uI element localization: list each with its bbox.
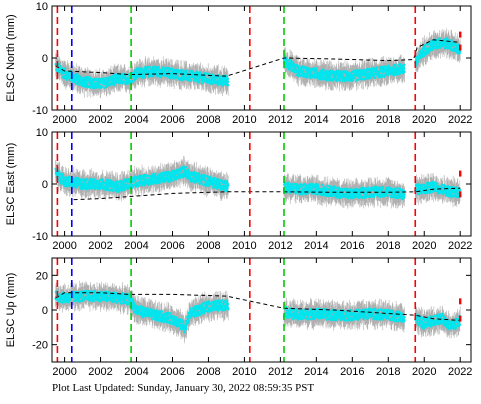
data-points [54,62,230,90]
x-tick-label: 2022 [448,240,472,252]
x-tick-label: 2022 [448,114,472,126]
x-tick-label: 2006 [160,366,184,378]
x-tick-label: 2016 [340,114,364,126]
data-segment [282,297,406,333]
plot-area [54,28,462,98]
plot-area [54,156,462,209]
x-tick-label: 2020 [412,114,436,126]
y-tick-label: 0 [42,53,48,65]
x-tick-label: 2004 [124,366,148,378]
x-tick-label: 2012 [268,366,292,378]
x-tick-label: 2010 [232,114,256,126]
x-tick-label: 2016 [340,240,364,252]
axes-frame [51,257,472,363]
x-tick-label: 2020 [412,366,436,378]
x-tick-label: 2018 [376,240,400,252]
x-tick-label: 2000 [52,114,76,126]
data-segment [54,280,230,344]
x-tick-label: 2008 [196,240,220,252]
data-points [54,165,230,193]
y-tick-label: 20 [36,270,48,282]
y-tick-label: 0 [42,305,48,317]
x-tick-label: 2006 [160,114,184,126]
x-tick-label: 2004 [124,240,148,252]
axes-frame [51,5,472,111]
x-tick-label: 2018 [376,114,400,126]
y-tick-label: 10 [36,127,48,139]
x-tick-label: 2012 [268,114,292,126]
y-tick-label: 0 [42,179,48,191]
y-tick-label: -10 [32,231,48,243]
outlier-point [459,44,462,51]
x-tick-label: 2004 [124,114,148,126]
x-tick-label: 2022 [448,366,472,378]
x-tick-label: 2008 [196,114,220,126]
x-tick-label: 2020 [412,240,436,252]
model-fit-line [55,39,461,77]
y-tick-label: -20 [32,340,48,352]
y-tick-label: -10 [32,105,48,117]
data-segment [54,156,230,202]
data-segment [282,47,406,92]
data-points [54,289,230,334]
x-tick-label: 2002 [88,114,112,126]
data-segment [414,173,462,208]
panel-1: 2000 2002 2004 2006 2008 2010 2012 2014 2016 2018… [5,1,472,126]
x-tick-label: 2008 [196,366,220,378]
data-segment [282,172,406,209]
x-tick-label: 2014 [304,240,328,252]
x-tick-label: 2002 [88,366,112,378]
plot-last-updated: Plot Last Updated: Sunday, January 30, 2… [52,382,315,394]
x-tick-label: 2014 [304,366,328,378]
x-tick-label: 2006 [160,240,184,252]
x-tick-label: 2010 [232,240,256,252]
x-tick-label: 2016 [340,366,364,378]
outlier-point [459,191,462,198]
outlier-point [459,170,462,177]
y-axis-label: ELSC Up (mm) [5,273,17,348]
data-segment [414,28,462,73]
x-tick-label: 2010 [232,366,256,378]
outlier-point [459,31,462,38]
x-tick-label: 2002 [88,240,112,252]
data-points [282,55,406,83]
outlier-point [459,315,462,322]
y-axis-label: ELSC North (mm) [5,14,17,101]
panel-3: 2000 2002 2004 2006 2008 2010 2012 2014 2016 2018… [5,257,472,378]
outlier-point [459,298,462,305]
y-axis-label: ELSC East (mm) [5,143,17,226]
x-tick-label: 2000 [52,240,76,252]
x-tick-label: 2018 [376,366,400,378]
x-tick-label: 2012 [268,240,292,252]
data-segment [414,305,462,339]
model-fit-line [55,292,461,321]
data-segment [54,53,230,98]
plot-area [54,280,462,344]
x-tick-label: 2000 [52,366,76,378]
panel-2: 2000 2002 2004 2006 2008 2010 2012 2014 2016 2018… [5,127,472,252]
x-tick-label: 2014 [304,114,328,126]
y-tick-label: 10 [36,1,48,13]
